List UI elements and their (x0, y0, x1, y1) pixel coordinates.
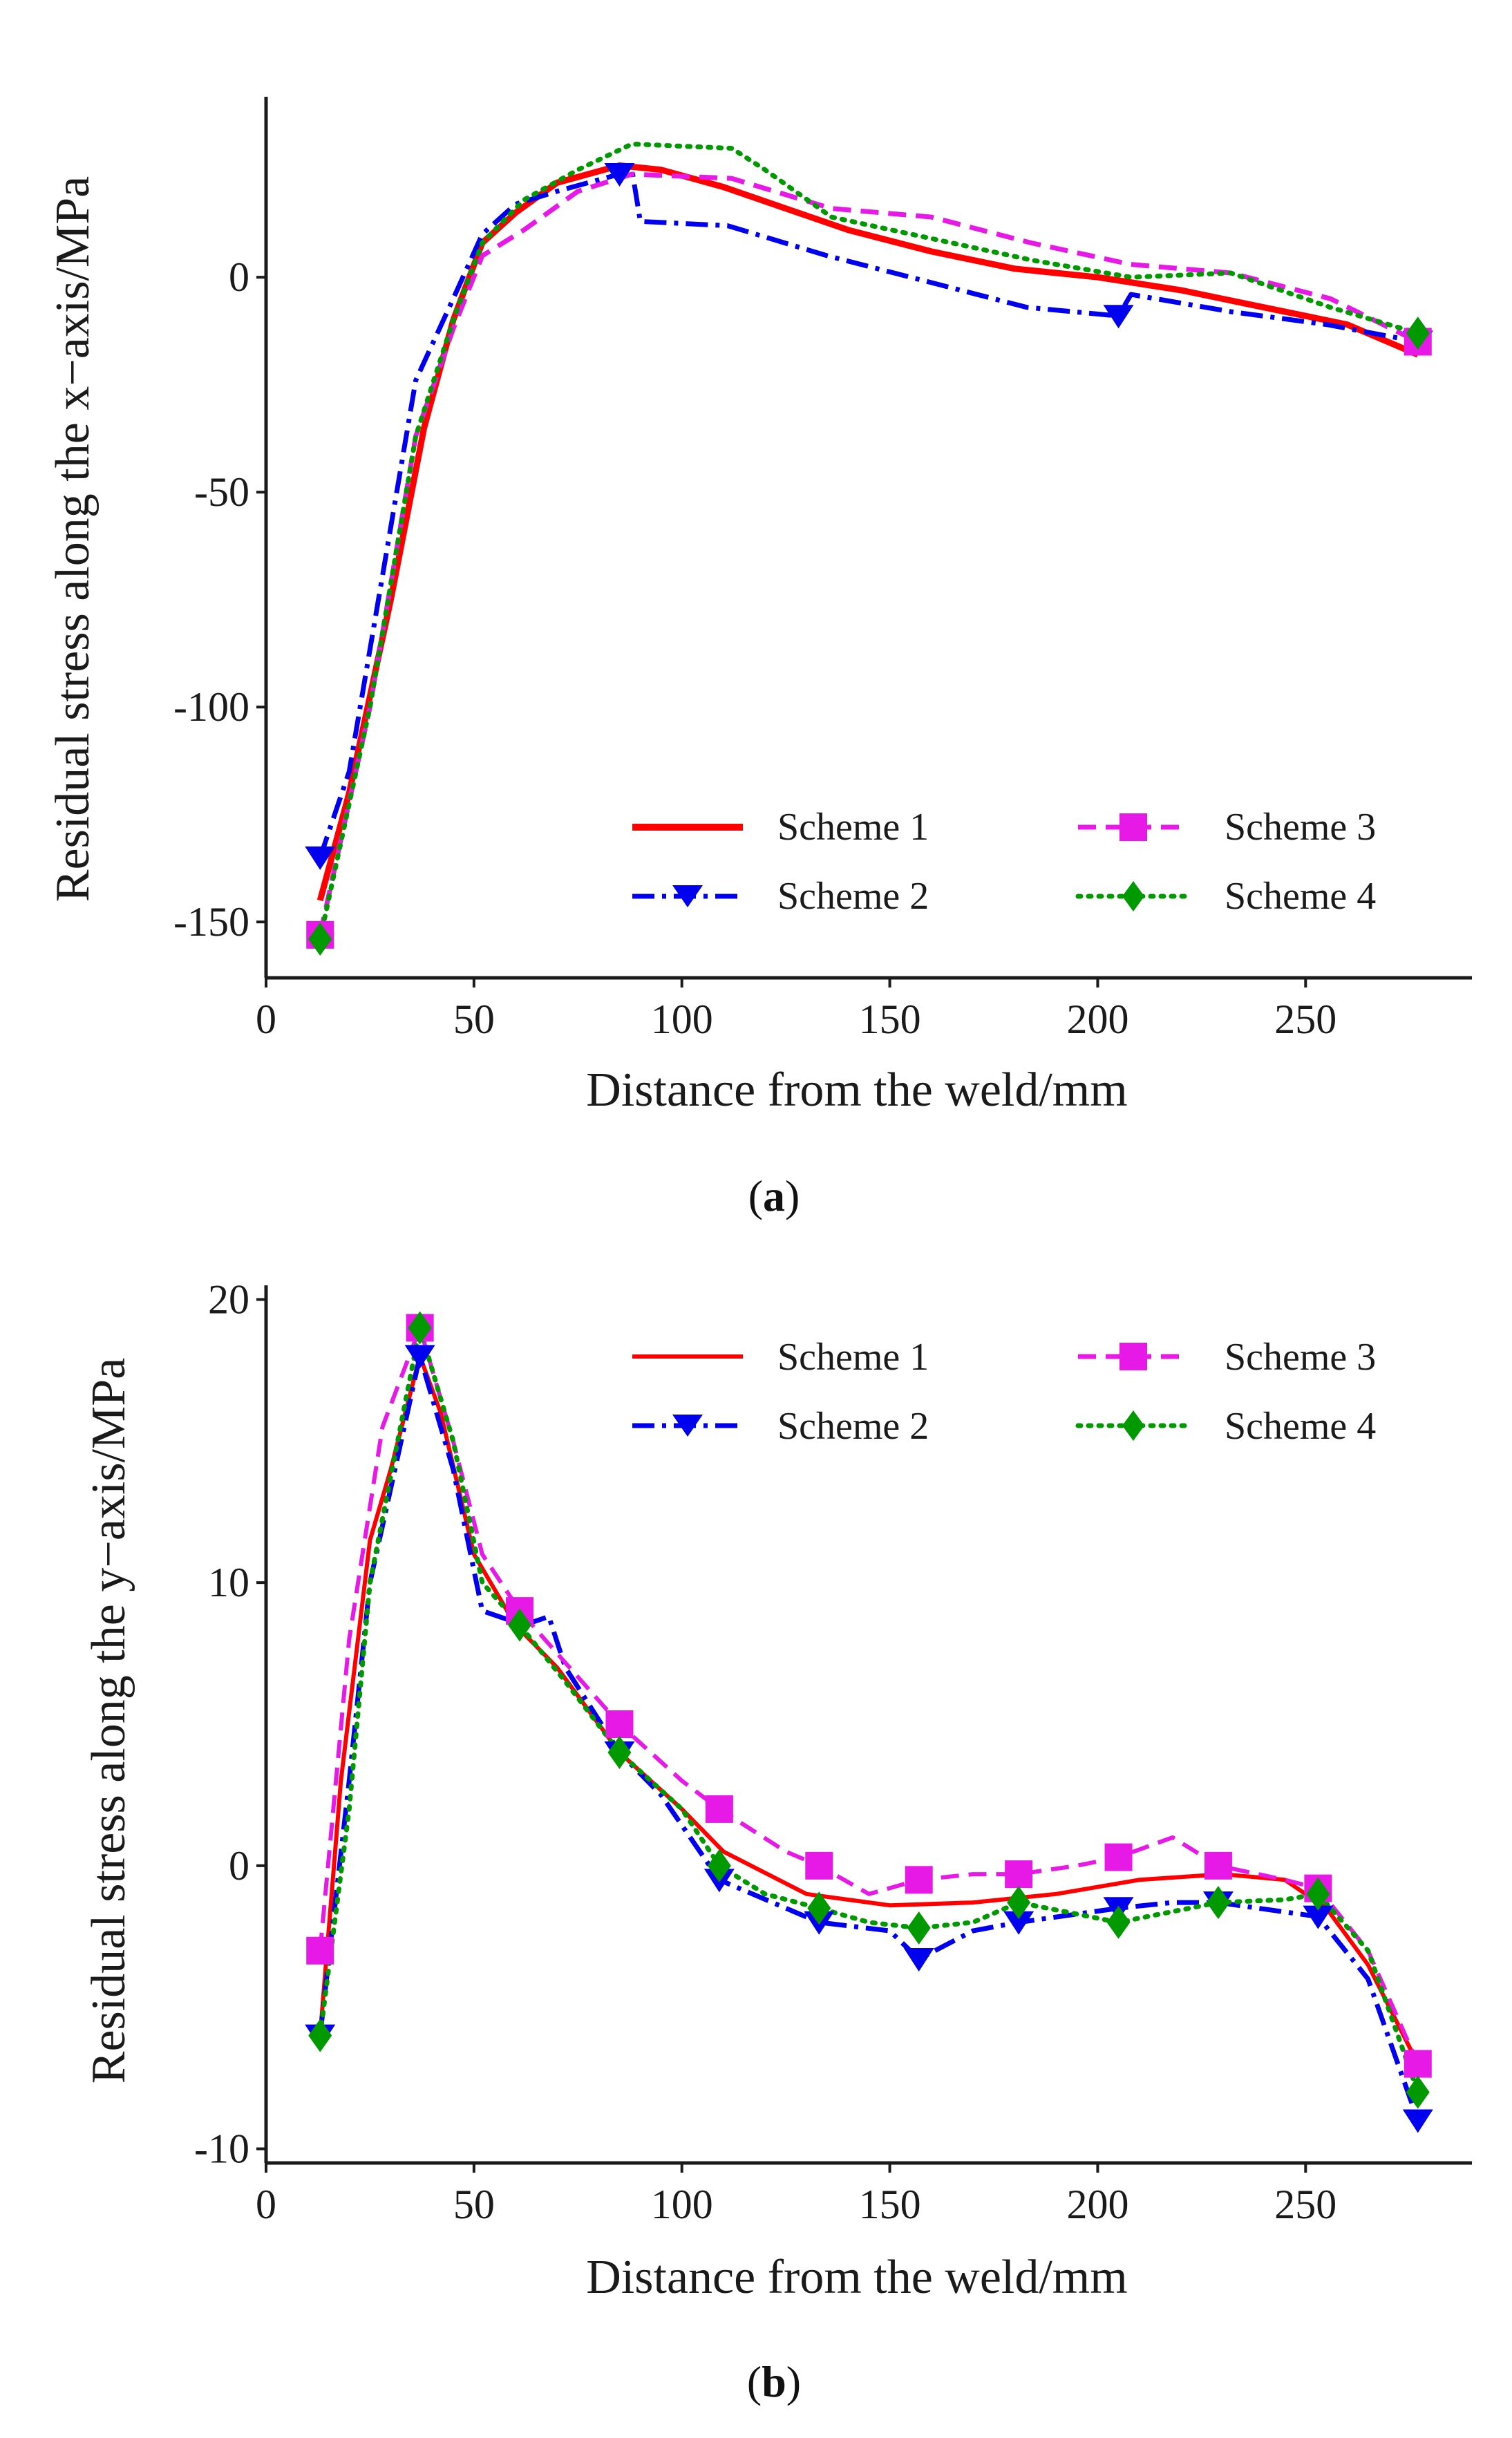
chart-b-series-scheme-3-point (805, 1851, 833, 1880)
legend-marker-scheme-2 (672, 885, 703, 907)
chart-a-series-scheme-2-point (1103, 305, 1134, 329)
chart-b-series-scheme-3-point (1404, 2050, 1432, 2078)
chart-a-series-layer (305, 141, 1433, 956)
legend-label-scheme-1: Scheme 1 (777, 1336, 929, 1379)
chart-b-series-scheme-4-point (707, 1849, 731, 1882)
chart-b-series-scheme-2-point (903, 1948, 934, 1972)
chart-b-legend-entry-scheme-4: Scheme 4 (1075, 1405, 1376, 1448)
chart-a-x-ticks: 0 50 100 150 200 250 (256, 978, 1336, 1042)
chart-b-series-scheme-4-point (607, 1735, 632, 1769)
chart-b-series-scheme-4-point (408, 1311, 432, 1345)
chart-b-series-scheme-4-point (1007, 1886, 1031, 1920)
legend-label-scheme-3: Scheme 3 (1225, 1336, 1376, 1379)
chart-a-series-scheme-2-point (305, 846, 336, 870)
chart-b-series-scheme-3-point (1104, 1843, 1133, 1871)
legend-label-scheme-4: Scheme 4 (1225, 875, 1376, 918)
legend-marker-scheme-2 (672, 1415, 703, 1437)
chart-a-x-tick-label: 0 (256, 996, 276, 1042)
chart-b-legend: Scheme 1 Scheme 2 Scheme 3 Scheme 4 (632, 1336, 1376, 1448)
chart-a-series-scheme-2-line (317, 167, 1419, 859)
legend-label-scheme-2: Scheme 2 (777, 1405, 929, 1448)
chart-a-legend-entry-scheme-2: Scheme 2 (632, 875, 929, 918)
chart-b-series-scheme-3-point (306, 1936, 334, 1965)
chart-b-series-scheme-3-point (1005, 1860, 1033, 1889)
chart-b-x-tick-label: 250 (1274, 2182, 1336, 2227)
chart-b-series-scheme-3-point (905, 1866, 933, 1894)
chart-a-x-axis-stress: -150 -100 -50 0 0 50 100 150 200 250 Distance fr… (46, 97, 1472, 1117)
chart-b-y-axis-title: Residual stress along the y−axis/MPa (82, 1358, 135, 2083)
chart-b-x-tick-label: 100 (651, 2182, 713, 2227)
chart-b-legend-entry-scheme-1: Scheme 1 (632, 1336, 929, 1379)
legend-marker-scheme-3 (1119, 1343, 1147, 1370)
chart-b-series-scheme-2-point (404, 1345, 435, 1369)
chart-a-x-tick-label: 200 (1066, 996, 1128, 1042)
chart-a-y-axis-title: Residual stress along the x−axis/MPa (46, 176, 100, 902)
chart-a-legend-entry-scheme-1: Scheme 1 (632, 806, 929, 849)
chart-b-x-axis-title: Distance from the weld/mm (586, 2251, 1127, 2304)
panel-label-a: (a) (748, 1171, 800, 1220)
chart-b-y-tick-label: 20 (208, 1276, 249, 1322)
chart-b-x-tick-label: 200 (1066, 2182, 1128, 2227)
chart-b-series-scheme-4-point (1206, 1886, 1230, 1920)
chart-b-legend-entry-scheme-3: Scheme 3 (1078, 1336, 1376, 1379)
chart-b-x-ticks: 0 50 100 150 200 250 (256, 2163, 1336, 2227)
chart-a-series-scheme-4-point (1406, 316, 1430, 350)
chart-b-series-scheme-2-point (1003, 1911, 1034, 1935)
chart-a-x-tick-label: 250 (1274, 996, 1336, 1042)
chart-b-series-scheme-4-line (317, 1325, 1421, 2095)
chart-a-legend: Scheme 1 Scheme 2 Scheme 3 Scheme 4 (632, 806, 1376, 918)
chart-b-series-scheme-4-point (807, 1891, 831, 1925)
chart-a-series-scheme-4-line (317, 141, 1421, 942)
legend-label-scheme-2: Scheme 2 (777, 875, 929, 918)
chart-b-series-scheme-2-point (1402, 2109, 1433, 2133)
chart-a-legend-entry-scheme-4: Scheme 4 (1075, 875, 1376, 918)
chart-b-series-scheme-4-point (907, 1911, 931, 1945)
chart-a-y-tick-label: -100 (173, 684, 249, 730)
chart-b-legend-entry-scheme-2: Scheme 2 (632, 1405, 929, 1448)
chart-b-y-tick-label: -10 (194, 2126, 249, 2172)
chart-a-legend-entry-scheme-3: Scheme 3 (1078, 806, 1376, 849)
chart-a-y-tick-label: 0 (229, 254, 249, 300)
legend-label-scheme-1: Scheme 1 (777, 806, 929, 849)
chart-a-x-axis-title: Distance from the weld/mm (586, 1064, 1127, 1117)
chart-b-x-tick-label: 0 (256, 2182, 276, 2227)
chart-a-x-tick-label: 100 (651, 996, 713, 1042)
legend-label-scheme-4: Scheme 4 (1225, 1405, 1376, 1448)
chart-b-y-ticks: -10 0 10 20 (194, 1276, 266, 2172)
chart-b-series-scheme-4-point (1406, 2075, 1430, 2109)
legend-marker-scheme-4 (1122, 1410, 1144, 1441)
chart-b-series-scheme-3-point (1204, 1851, 1232, 1880)
panel-label-b: (b) (747, 2357, 801, 2406)
chart-a-x-tick-label: 150 (859, 996, 921, 1042)
chart-a-series-scheme-1-line (316, 162, 1419, 902)
legend-marker-scheme-3 (1119, 813, 1147, 841)
chart-b-series-layer (305, 1311, 1433, 2133)
chart-a-y-ticks: -150 -100 -50 0 (173, 254, 266, 945)
chart-b-series-scheme-2-point (1303, 1905, 1334, 1929)
chart-b-series-scheme-4-point (308, 2019, 332, 2052)
chart-a-y-tick-label: -150 (173, 899, 249, 945)
chart-a-series-scheme-2-point (604, 162, 635, 187)
chart-b-series-scheme-4-point (508, 1608, 532, 1642)
chart-b-series-scheme-4-point (1106, 1905, 1131, 1939)
chart-b-y-tick-label: 10 (208, 1560, 249, 1605)
chart-b-x-tick-label: 150 (859, 2182, 921, 2227)
chart-b-y-tick-label: 0 (229, 1843, 249, 1889)
chart-b-series-scheme-3-point (705, 1795, 733, 1823)
chart-a-x-tick-label: 50 (453, 996, 495, 1042)
chart-b-series-scheme-3-point (605, 1710, 634, 1738)
legend-label-scheme-3: Scheme 3 (1225, 806, 1376, 849)
chart-a-y-tick-label: -50 (194, 469, 249, 515)
chart-a-series-scheme-4-point (308, 923, 332, 956)
legend-marker-scheme-4 (1122, 881, 1144, 911)
chart-b-series-scheme-4-point (1306, 1877, 1330, 1911)
chart-b-x-tick-label: 50 (453, 2182, 495, 2227)
